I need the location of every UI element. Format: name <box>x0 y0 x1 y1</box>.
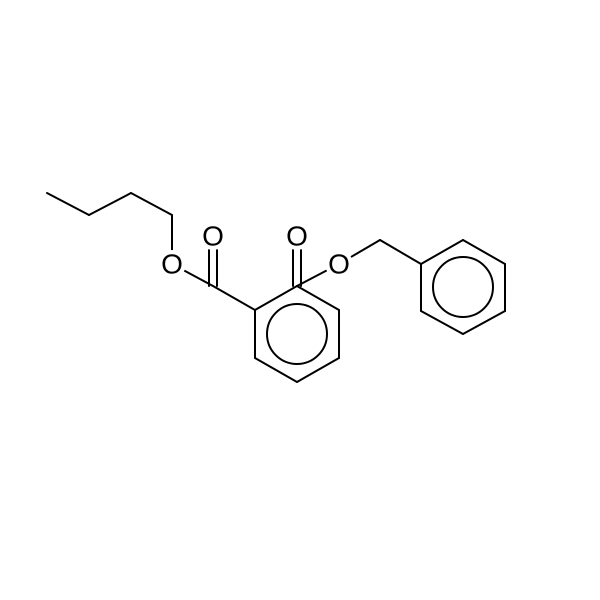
bond <box>421 311 463 334</box>
bond <box>380 240 421 264</box>
bond <box>463 311 505 334</box>
atom-label: O <box>161 249 183 280</box>
bonds-layer <box>47 193 505 382</box>
bond <box>297 286 339 310</box>
atom-label: O <box>286 221 308 252</box>
bond <box>255 286 297 310</box>
bond <box>47 193 89 215</box>
bond <box>89 193 131 215</box>
atom-labels-layer: OOOO <box>158 221 353 280</box>
bond <box>463 240 505 264</box>
bond <box>297 358 339 382</box>
aromatic-ring <box>433 257 493 317</box>
atom-label: O <box>328 249 350 280</box>
bond <box>131 193 172 215</box>
bond <box>255 358 297 382</box>
bond <box>213 286 255 310</box>
bond <box>351 240 380 257</box>
atom-label: O <box>202 221 224 252</box>
molecule-canvas: OOOO <box>0 0 600 600</box>
aromatic-ring <box>267 304 327 364</box>
bond <box>421 240 463 264</box>
